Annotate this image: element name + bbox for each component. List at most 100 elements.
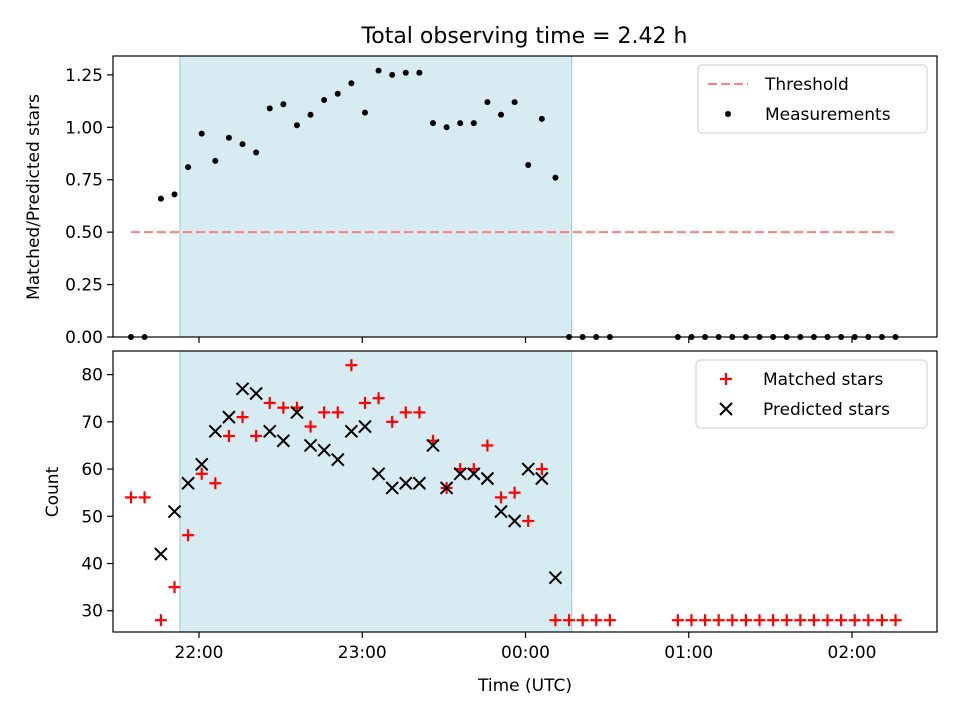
predicted-star-point bbox=[507, 514, 522, 528]
matched-star-point bbox=[726, 614, 739, 627]
top-y-tick-label: 1.00 bbox=[65, 118, 103, 138]
predicted-stars-series bbox=[154, 382, 563, 585]
x-axis-label: Time (UTC) bbox=[477, 676, 572, 696]
chart-title: Total observing time = 2.42 h bbox=[361, 24, 688, 49]
matched-star-point bbox=[794, 614, 807, 627]
measurement-point bbox=[253, 149, 260, 156]
measurement-point bbox=[552, 174, 559, 181]
bottom-x-tick-label: 00:00 bbox=[501, 643, 550, 663]
predicted-star-point bbox=[317, 443, 331, 457]
measurement-point bbox=[457, 120, 464, 127]
predicted-star-point bbox=[303, 438, 318, 453]
matched-star-point bbox=[481, 439, 494, 452]
bottom-y-axis: 30 40 50 60 70 80 bbox=[81, 366, 113, 622]
predicted-star-point bbox=[195, 457, 209, 472]
predicted-star-point bbox=[154, 547, 168, 561]
predicted-star-point bbox=[453, 467, 467, 481]
matched-star-point bbox=[138, 491, 151, 504]
predicted-star-point bbox=[344, 424, 359, 438]
legend-measurements-icon bbox=[725, 111, 731, 117]
measurement-point bbox=[348, 80, 355, 87]
matched-star-point bbox=[236, 411, 249, 424]
matched-star-point bbox=[263, 396, 276, 409]
predicted-star-point bbox=[235, 382, 250, 396]
matched-star-point bbox=[835, 614, 848, 627]
predicted-star-point bbox=[399, 476, 413, 490]
bottom-legend: Matched stars Predicted stars bbox=[695, 359, 928, 429]
measurement-point bbox=[498, 111, 505, 118]
matched-star-point bbox=[345, 359, 358, 372]
top-y-tick-label: 1.25 bbox=[65, 66, 103, 86]
matched-star-point bbox=[807, 614, 820, 627]
measurement-point bbox=[538, 115, 545, 122]
matched-star-point bbox=[767, 614, 780, 627]
measurement-point bbox=[225, 134, 232, 141]
top-x-ticks bbox=[198, 337, 853, 343]
top-y-tick-label: 0.25 bbox=[65, 276, 103, 296]
matched-star-point bbox=[522, 515, 535, 528]
matched-star-point bbox=[124, 491, 137, 504]
measurement-point bbox=[416, 69, 423, 76]
bottom-x-tick-label: 23:00 bbox=[338, 643, 387, 663]
legend-matched-icon bbox=[720, 373, 732, 385]
bottom-x-tick-label: 22:00 bbox=[175, 643, 224, 663]
top-shaded-region bbox=[179, 55, 573, 338]
matched-star-point bbox=[304, 420, 317, 433]
matched-star-point bbox=[875, 614, 888, 627]
bottom-y-tick-label: 40 bbox=[81, 555, 103, 575]
matched-star-point bbox=[535, 463, 548, 476]
legend-measurements-label: Measurements bbox=[765, 105, 891, 125]
matched-star-point bbox=[495, 491, 508, 504]
predicted-star-point bbox=[439, 481, 454, 495]
measurement-point bbox=[157, 195, 164, 202]
top-y-tick-label: 0.00 bbox=[65, 328, 103, 348]
measurement-point bbox=[361, 109, 368, 116]
matched-star-point bbox=[671, 614, 684, 627]
measurement-point bbox=[402, 69, 409, 76]
predicted-star-point bbox=[181, 476, 195, 490]
matched-star-point bbox=[399, 406, 412, 419]
top-legend: Threshold Measurements bbox=[697, 64, 928, 134]
matched-star-point bbox=[549, 614, 562, 627]
matched-star-point bbox=[358, 396, 371, 409]
predicted-star-point bbox=[521, 462, 535, 476]
predicted-star-point bbox=[494, 504, 508, 519]
predicted-star-point bbox=[358, 419, 372, 434]
measurement-point bbox=[511, 99, 518, 106]
measurement-point bbox=[375, 67, 382, 74]
top-y-axis: 0.00 0.25 0.50 0.75 1.00 1.25 bbox=[65, 66, 113, 348]
measurement-point bbox=[443, 124, 450, 131]
matched-star-point bbox=[739, 614, 752, 627]
legend-matched-label: Matched stars bbox=[763, 370, 883, 390]
measurement-point bbox=[185, 164, 192, 171]
bottom-legend-box bbox=[695, 359, 928, 429]
matched-star-point bbox=[563, 614, 576, 627]
matched-star-point bbox=[590, 614, 603, 627]
matched-star-point bbox=[386, 415, 399, 428]
measurement-point bbox=[429, 120, 436, 127]
measurement-point bbox=[389, 71, 396, 78]
matched-star-point bbox=[699, 614, 712, 627]
predicted-star-point bbox=[467, 467, 481, 481]
matched-star-point bbox=[780, 614, 793, 627]
matched-star-point bbox=[222, 430, 235, 443]
matched-star-point bbox=[889, 614, 902, 627]
matched-star-point bbox=[821, 614, 834, 627]
measurement-point bbox=[212, 157, 219, 164]
matched-star-point bbox=[603, 614, 616, 627]
bottom-y-tick-label: 60 bbox=[81, 460, 103, 480]
bottom-x-tick-label: 02:00 bbox=[828, 643, 877, 663]
bottom-x-axis: 22:00 23:00 00:00 01:00 02:00 bbox=[175, 632, 877, 663]
top-y-tick-label: 0.50 bbox=[65, 223, 103, 243]
predicted-star-point bbox=[276, 434, 291, 448]
matched-star-point bbox=[250, 430, 263, 443]
predicted-star-point bbox=[249, 386, 263, 401]
predicted-star-point bbox=[480, 471, 495, 486]
matched-star-point bbox=[195, 467, 208, 480]
matched-star-point bbox=[413, 406, 426, 419]
matched-star-point bbox=[753, 614, 766, 627]
matched-star-point bbox=[154, 614, 167, 627]
predicted-star-point bbox=[290, 405, 304, 420]
matched-star-point bbox=[182, 529, 195, 542]
legend-predicted-label: Predicted stars bbox=[763, 400, 890, 420]
